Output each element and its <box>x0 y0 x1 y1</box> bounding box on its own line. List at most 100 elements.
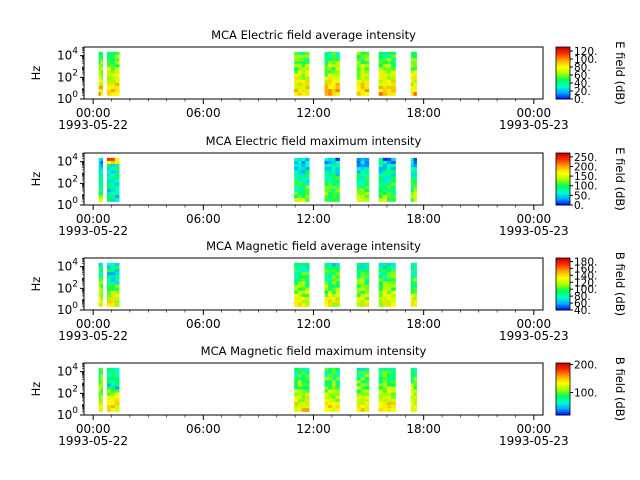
spectrum-cell <box>328 64 333 68</box>
spectrum-cell <box>413 386 417 391</box>
spectrum-cell <box>331 79 337 84</box>
spectrum-cell <box>110 300 116 304</box>
spectrum-cell <box>331 176 337 181</box>
spectrum-cell <box>382 76 388 81</box>
spectrum-cell <box>294 51 299 56</box>
spectrum-cell <box>297 176 303 181</box>
spectrum-cell <box>100 61 103 65</box>
spectrum-cell <box>100 167 103 171</box>
spectrum-cell <box>413 170 417 174</box>
spectrum-cell <box>110 167 116 171</box>
spectrum-cell <box>335 262 340 267</box>
spectrum-cell <box>98 76 102 81</box>
spectrum-cell <box>360 370 366 375</box>
spectrum-cell <box>328 290 333 295</box>
spectrum-cell <box>391 262 396 267</box>
spectrum-cell <box>305 265 310 270</box>
colorbar-cell <box>556 370 570 373</box>
colorbar-cell <box>556 259 570 262</box>
spectrum-cell <box>331 383 337 388</box>
spectrum-cell <box>335 374 340 378</box>
colorbar-cell <box>556 182 570 185</box>
spectrum-cell <box>386 51 392 56</box>
spectrum-cell <box>360 182 366 187</box>
spectrum-cell <box>106 176 112 181</box>
spectrum-cell <box>301 284 306 289</box>
spectrum-cell <box>382 374 388 378</box>
spectrum-cell <box>106 198 112 202</box>
spectrum-cell <box>100 401 103 406</box>
spectrum-cell <box>378 265 384 270</box>
colorbar-cell <box>556 298 570 301</box>
spectrum-cell <box>324 401 329 406</box>
spectrum-cell <box>410 58 415 62</box>
spectrum-cell <box>386 179 392 184</box>
spectrum-cell <box>413 73 417 78</box>
spectrum-cell <box>356 188 362 193</box>
spectrum-cell <box>324 296 329 301</box>
spectrum-cell <box>378 67 384 72</box>
spectrum-cell <box>378 392 384 397</box>
spectrum-cell <box>305 287 310 292</box>
spectrum-cell <box>378 408 384 412</box>
spectrum-cell <box>294 160 299 165</box>
colorbar-cell <box>556 303 570 306</box>
spectrum-cell <box>301 293 306 298</box>
spectrum-cell <box>360 179 366 184</box>
spectrum-cell <box>305 303 310 307</box>
spectrum-cell <box>356 92 362 96</box>
colorbar-cell <box>556 198 570 201</box>
spectrum-cell <box>378 82 384 87</box>
spectrum-cell <box>391 182 396 187</box>
spectrum-cell <box>410 370 415 375</box>
spectrum-cell <box>335 386 340 391</box>
x-tick-label: 06:00 <box>186 422 221 436</box>
spectrum-cell <box>328 167 333 171</box>
spectrum-cell <box>114 188 120 193</box>
spectrum-cell <box>382 157 388 162</box>
spectrum-cell <box>382 389 388 394</box>
colorbar-cell <box>556 381 570 383</box>
spectrum-cell <box>364 54 370 59</box>
spectrum-cell <box>106 185 112 190</box>
spectrum-cell <box>324 272 329 276</box>
spectrum-cell <box>360 398 366 403</box>
spectrum-cell <box>410 195 415 199</box>
spectrum-cell <box>335 269 340 273</box>
spectrum-cell <box>410 64 415 68</box>
spectrum-cell <box>305 198 310 202</box>
spectrum-cell <box>378 300 384 304</box>
spectrum-cell <box>364 377 370 381</box>
spectrum-cell <box>110 76 116 81</box>
spectrum-cell <box>391 73 396 78</box>
spectrum-cell <box>100 85 103 90</box>
spectrum-cell <box>335 370 340 375</box>
spectrum-cell <box>391 160 396 165</box>
spectrum-cell <box>301 73 306 78</box>
spectrum-cell <box>410 281 415 286</box>
spectrum-cell <box>305 395 310 400</box>
spectrum-block <box>294 367 310 412</box>
spectrum-cell <box>413 401 417 406</box>
spectrum-cell <box>386 287 392 292</box>
spectrum-cell <box>378 164 384 168</box>
colorbar: 0.20.40.60.80.100.120. E field (dB) <box>555 41 627 106</box>
colorbar-cell <box>556 74 570 77</box>
colorbar-cell <box>556 71 570 74</box>
spectrum-cell <box>364 395 370 400</box>
spectrum-cell <box>301 398 306 403</box>
spectrum-cell <box>335 405 340 409</box>
spectrum-cell <box>391 367 396 372</box>
spectrum-cell <box>114 54 120 59</box>
spectrum-cell <box>386 79 392 84</box>
spectrum-cell <box>106 300 112 304</box>
spectrum-cell <box>297 61 303 65</box>
spectrum-cell <box>98 275 102 279</box>
spectrum-cell <box>364 303 370 307</box>
colorbar-cell <box>556 49 570 52</box>
colorbar-cell <box>556 268 570 271</box>
colorbar-tick-label: 80. <box>574 62 591 74</box>
spectrum-cell <box>386 386 392 391</box>
spectrum-cell <box>331 179 337 184</box>
spectrum-cell <box>110 61 116 65</box>
